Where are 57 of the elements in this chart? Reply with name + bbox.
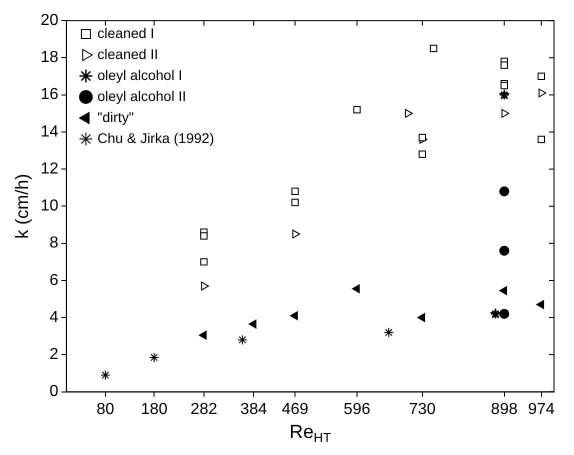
point [418, 134, 426, 142]
y-tick-label: 14 [40, 123, 58, 140]
x-tick-label: 384 [240, 400, 268, 418]
y-tick-label: 20 [40, 12, 58, 30]
y-tick-label: 18 [40, 49, 58, 66]
y-tick-label: 16 [40, 86, 58, 104]
y-tick-label: 2 [49, 346, 58, 364]
point [430, 44, 438, 52]
x-tick-label: 180 [140, 400, 168, 418]
point [538, 88, 546, 98]
point [499, 286, 508, 296]
y-tick-label: 10 [40, 198, 58, 215]
point [536, 300, 544, 309]
point [499, 246, 510, 256]
point [201, 282, 209, 290]
y-axis-title: k (cm/h) [12, 174, 32, 239]
point [353, 106, 361, 114]
point [248, 320, 256, 328]
x-tick-label: 730 [408, 400, 436, 418]
x-tick-label: 80 [96, 400, 114, 418]
point [418, 150, 426, 158]
x-tick-label: 898 [490, 400, 518, 418]
point [352, 284, 360, 294]
legend-label: oleyl alcohol II [97, 88, 186, 104]
y-tick-label: 0 [49, 383, 58, 400]
x-tick-label: 974 [528, 400, 555, 418]
point [417, 313, 426, 322]
y-tick-label: 8 [49, 234, 58, 252]
point [100, 370, 110, 380]
y-tick-label: 12 [40, 160, 58, 178]
point [404, 109, 413, 118]
point [500, 61, 508, 69]
y-tick-label: 6 [49, 272, 58, 289]
point [499, 308, 510, 319]
point [149, 352, 160, 362]
point [200, 232, 208, 240]
point [502, 109, 510, 118]
point [384, 327, 394, 338]
legend-label: cleaned I [97, 24, 154, 41]
point [538, 72, 546, 80]
point [237, 334, 248, 345]
point [290, 311, 298, 320]
legend-label: "dirty" [97, 108, 134, 125]
legend-label: cleaned II [97, 46, 158, 62]
point [499, 186, 510, 196]
point [291, 188, 299, 196]
x-tick-label: 596 [344, 400, 370, 418]
legend-label: oleyl alcohol I [97, 66, 182, 83]
legend-label: Chu & Jirka (1992) [97, 130, 214, 146]
x-tick-label: 469 [282, 400, 309, 418]
y-tick-label: 4 [49, 308, 58, 326]
point [538, 136, 546, 144]
point [198, 330, 207, 340]
point [291, 198, 299, 206]
point [292, 230, 300, 238]
point [200, 258, 208, 266]
x-tick-label: 282 [190, 400, 218, 418]
